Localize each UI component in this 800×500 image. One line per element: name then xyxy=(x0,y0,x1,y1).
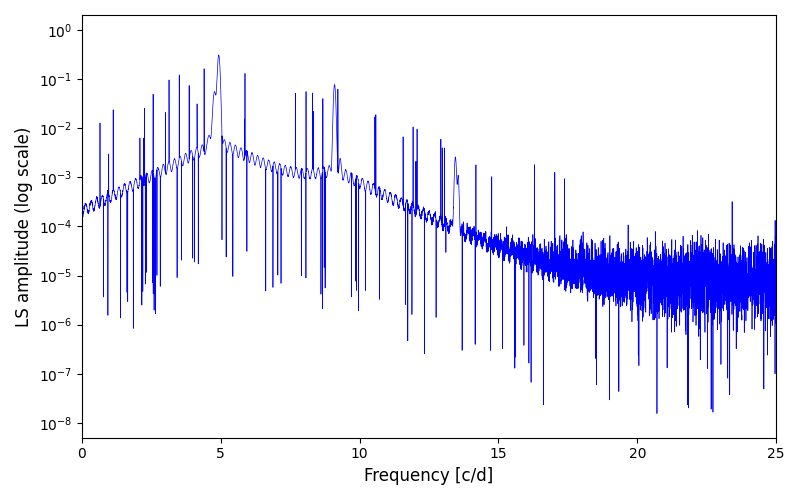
X-axis label: Frequency [c/d]: Frequency [c/d] xyxy=(364,467,494,485)
Y-axis label: LS amplitude (log scale): LS amplitude (log scale) xyxy=(15,126,33,326)
